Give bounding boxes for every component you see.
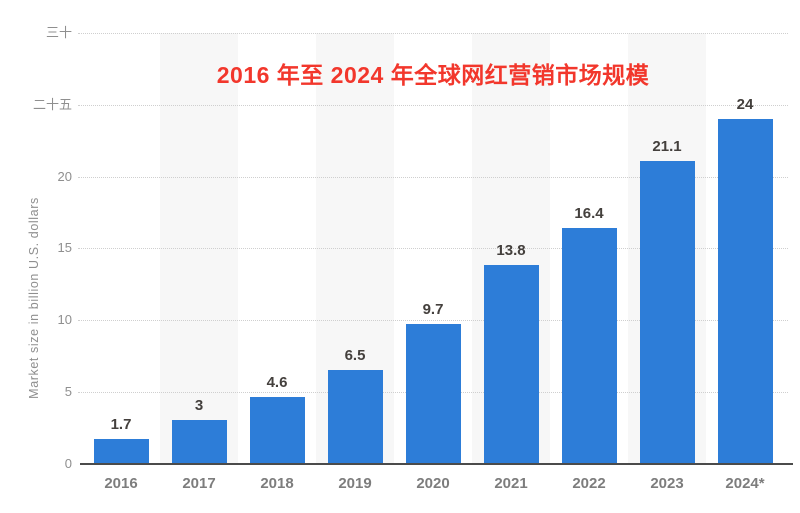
- gridline: [78, 104, 788, 106]
- gridline: [78, 176, 788, 178]
- x-axis-line: [80, 462, 793, 465]
- bar-2019: [327, 370, 383, 464]
- bar-2023: [639, 160, 695, 464]
- gridline: [78, 320, 788, 321]
- y-axis-title: Market size in billion U.S. dollars: [27, 197, 41, 399]
- x-tick-label: 2016: [104, 475, 138, 492]
- x-tick-label: 2018: [260, 475, 294, 492]
- bar-value-label: 13.8: [496, 242, 526, 260]
- bar-value-label: 16.4: [574, 205, 604, 223]
- bar-2017: [171, 420, 227, 464]
- bar-2020: [405, 324, 461, 464]
- x-tick-label: 2020: [416, 475, 450, 492]
- chart-title: 2016 年至 2024 年全球网红营销市场规模: [216, 62, 650, 88]
- bar-2018: [249, 397, 305, 464]
- y-tick-label: 15: [57, 240, 72, 256]
- x-tick-label: 2021: [494, 475, 528, 492]
- bar-value-label: 3: [194, 397, 204, 415]
- x-tick-label: 2019: [338, 475, 372, 492]
- y-tick-label: 20: [57, 168, 72, 184]
- bar-value-label: 24: [736, 96, 754, 114]
- y-tick-label: 10: [57, 312, 72, 327]
- y-tick-label: 5: [64, 383, 72, 399]
- gridline: [78, 33, 788, 34]
- x-tick-label: 2023: [650, 475, 684, 492]
- gridline: [78, 248, 788, 250]
- x-tick-label: 2024*: [725, 475, 765, 492]
- bar-value-label: 21.1: [652, 137, 682, 155]
- bar-value-label: 9.7: [422, 301, 444, 319]
- bar-2016: [93, 439, 149, 464]
- bar-value-label: 6.5: [344, 347, 366, 365]
- bar-2022: [561, 228, 617, 464]
- bar-value-label: 4.6: [266, 374, 288, 392]
- y-tick-label: 三十: [45, 25, 72, 40]
- bar-2021: [483, 265, 539, 464]
- y-tick-label: 二十五: [32, 96, 72, 112]
- bar-2024*: [717, 119, 773, 464]
- x-tick-label: 2022: [572, 475, 606, 492]
- y-tick-label: 0: [64, 455, 72, 471]
- bar-value-label: 1.7: [110, 416, 132, 434]
- x-tick-label: 2017: [182, 475, 216, 492]
